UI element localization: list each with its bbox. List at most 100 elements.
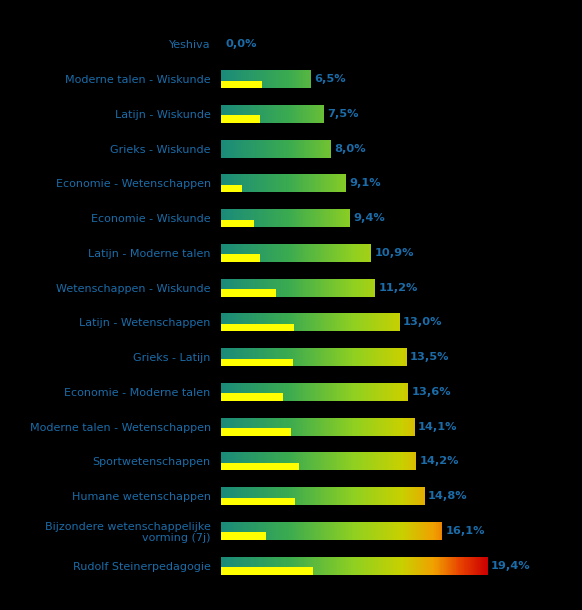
Bar xyxy=(272,244,273,262)
Bar xyxy=(307,314,308,331)
Bar xyxy=(267,522,268,540)
Bar xyxy=(282,174,283,192)
Bar xyxy=(232,314,233,331)
Bar xyxy=(382,348,384,366)
Bar xyxy=(268,244,269,262)
Bar xyxy=(336,314,338,331)
Bar xyxy=(235,453,236,470)
Bar xyxy=(260,314,261,331)
Bar xyxy=(242,522,243,540)
Bar xyxy=(231,244,232,262)
Bar xyxy=(284,244,285,262)
Bar xyxy=(232,105,233,123)
Bar xyxy=(339,453,340,470)
Bar xyxy=(254,348,255,366)
Bar xyxy=(386,453,387,470)
Bar xyxy=(342,209,343,227)
Bar xyxy=(253,522,254,540)
Bar xyxy=(244,418,245,436)
Bar xyxy=(225,105,226,123)
Bar xyxy=(255,522,256,540)
Bar xyxy=(340,556,341,575)
Bar xyxy=(367,348,368,366)
Bar xyxy=(324,140,325,157)
Bar xyxy=(353,279,354,296)
Bar xyxy=(289,556,290,575)
Bar xyxy=(340,453,341,470)
Bar xyxy=(347,418,349,436)
Bar xyxy=(286,209,287,227)
Bar xyxy=(332,522,333,540)
Bar xyxy=(236,487,237,505)
Bar xyxy=(303,522,304,540)
Bar xyxy=(346,209,347,227)
Bar xyxy=(432,556,433,575)
Bar xyxy=(343,383,344,401)
Bar xyxy=(313,105,314,123)
Bar xyxy=(365,453,366,470)
Bar xyxy=(276,244,277,262)
Bar xyxy=(284,383,285,401)
Bar xyxy=(273,209,274,227)
Bar xyxy=(229,383,230,401)
Bar xyxy=(335,244,336,262)
Bar xyxy=(289,418,290,436)
Bar xyxy=(318,348,319,366)
Bar xyxy=(296,174,297,192)
Bar xyxy=(303,418,304,436)
Bar xyxy=(371,418,372,436)
Bar xyxy=(400,453,402,470)
Bar xyxy=(261,453,262,470)
Bar xyxy=(321,209,322,227)
Bar xyxy=(269,383,271,401)
Bar xyxy=(260,209,261,227)
Bar xyxy=(368,487,369,505)
Bar xyxy=(384,487,385,505)
Bar xyxy=(340,314,342,331)
Bar xyxy=(357,556,358,575)
Bar xyxy=(254,314,255,331)
Bar xyxy=(286,522,287,540)
Bar xyxy=(331,244,332,262)
Bar xyxy=(441,522,442,540)
Bar xyxy=(290,453,292,470)
Bar xyxy=(222,174,223,192)
Bar xyxy=(340,453,342,470)
Bar xyxy=(226,556,228,575)
Bar xyxy=(221,463,299,470)
Bar xyxy=(370,279,371,296)
Bar xyxy=(326,383,327,401)
Bar xyxy=(294,209,296,227)
Bar xyxy=(244,453,246,470)
Bar xyxy=(388,556,389,575)
Bar xyxy=(258,244,259,262)
Bar xyxy=(302,279,303,296)
Bar xyxy=(261,279,262,296)
Bar xyxy=(238,487,239,505)
Bar xyxy=(348,244,349,262)
Bar xyxy=(343,279,344,296)
Bar xyxy=(403,383,404,401)
Bar xyxy=(285,209,286,227)
Bar xyxy=(356,383,357,401)
Bar xyxy=(366,244,367,262)
Bar xyxy=(463,556,464,575)
Bar xyxy=(250,244,251,262)
Bar xyxy=(235,383,236,401)
Bar xyxy=(320,279,321,296)
Bar xyxy=(338,314,339,331)
Bar xyxy=(258,105,259,123)
Bar xyxy=(237,209,238,227)
Bar xyxy=(318,418,320,436)
Bar xyxy=(330,174,331,192)
Bar xyxy=(303,348,304,366)
Bar xyxy=(403,453,404,470)
Bar xyxy=(300,140,301,157)
Bar xyxy=(338,418,339,436)
Bar xyxy=(267,383,268,401)
Bar xyxy=(279,209,280,227)
Bar xyxy=(267,487,268,505)
Bar xyxy=(335,244,336,262)
Bar xyxy=(228,140,229,157)
Bar xyxy=(269,556,270,575)
